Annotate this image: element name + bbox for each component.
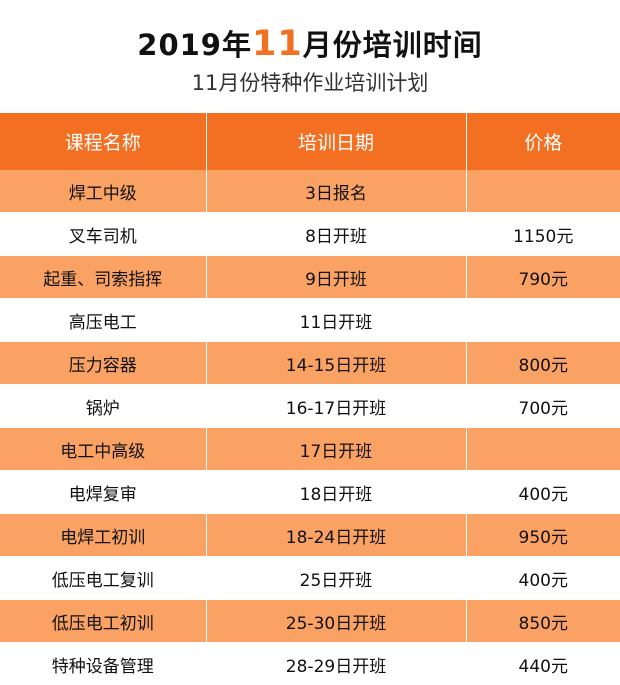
training-date-cell: 25日开班 <box>206 557 466 600</box>
table-row: 高压电工 11日开班 <box>0 299 620 342</box>
course-name-cell: 电焊复审 <box>0 471 206 514</box>
course-name-cell: 焊工中级 <box>0 170 206 213</box>
course-name-cell: 低压电工初训 <box>0 600 206 643</box>
course-name-cell: 特种设备管理 <box>0 643 206 685</box>
table-row: 特种设备管理 28-29日开班 440元 <box>0 643 620 685</box>
price-cell: 800元 <box>466 342 620 385</box>
price-cell: 850元 <box>466 600 620 643</box>
column-header-course: 课程名称 <box>0 113 206 170</box>
price-cell <box>466 299 620 342</box>
price-cell: 440元 <box>466 643 620 685</box>
course-name-cell: 压力容器 <box>0 342 206 385</box>
table-header-row: 课程名称 培训日期 价格 <box>0 113 620 170</box>
price-cell <box>466 170 620 213</box>
title-suffix: 月份培训时间 <box>303 28 483 62</box>
course-name-cell: 锅炉 <box>0 385 206 428</box>
course-name-cell: 电焊工初训 <box>0 514 206 557</box>
course-name-cell: 叉车司机 <box>0 213 206 256</box>
training-schedule-table: 课程名称 培训日期 价格 焊工中级 3日报名 叉车司机 8日开班 1150元 起… <box>0 113 620 685</box>
title-prefix: 2019年 <box>137 28 252 62</box>
training-date-cell: 8日开班 <box>206 213 466 256</box>
training-date-cell: 18日开班 <box>206 471 466 514</box>
price-cell <box>466 428 620 471</box>
column-header-price: 价格 <box>466 113 620 170</box>
training-date-cell: 17日开班 <box>206 428 466 471</box>
training-date-cell: 25-30日开班 <box>206 600 466 643</box>
table-row: 电焊工初训 18-24日开班 950元 <box>0 514 620 557</box>
training-date-cell: 28-29日开班 <box>206 643 466 685</box>
table-row: 电工中高级 17日开班 <box>0 428 620 471</box>
table-row: 焊工中级 3日报名 <box>0 170 620 213</box>
table-row: 低压电工复训 25日开班 400元 <box>0 557 620 600</box>
training-date-cell: 3日报名 <box>206 170 466 213</box>
training-date-cell: 11日开班 <box>206 299 466 342</box>
course-name-cell: 低压电工复训 <box>0 557 206 600</box>
course-name-cell: 起重、司索指挥 <box>0 256 206 299</box>
table-row: 电焊复审 18日开班 400元 <box>0 471 620 514</box>
table-row: 叉车司机 8日开班 1150元 <box>0 213 620 256</box>
training-date-cell: 16-17日开班 <box>206 385 466 428</box>
course-name-cell: 高压电工 <box>0 299 206 342</box>
table-row: 低压电工初训 25-30日开班 850元 <box>0 600 620 643</box>
table-row: 起重、司索指挥 9日开班 790元 <box>0 256 620 299</box>
page-subtitle: 11月份特种作业培训计划 <box>0 68 620 98</box>
title-highlight-month: 11 <box>252 24 303 64</box>
price-cell: 400元 <box>466 471 620 514</box>
price-cell: 950元 <box>466 514 620 557</box>
price-cell: 400元 <box>466 557 620 600</box>
page-header: 2019年11月份培训时间 11月份特种作业培训计划 <box>0 0 620 113</box>
price-cell: 700元 <box>466 385 620 428</box>
training-date-cell: 14-15日开班 <box>206 342 466 385</box>
column-header-date: 培训日期 <box>206 113 466 170</box>
table-row: 压力容器 14-15日开班 800元 <box>0 342 620 385</box>
price-cell: 790元 <box>466 256 620 299</box>
training-date-cell: 9日开班 <box>206 256 466 299</box>
table-row: 锅炉 16-17日开班 700元 <box>0 385 620 428</box>
training-date-cell: 18-24日开班 <box>206 514 466 557</box>
course-name-cell: 电工中高级 <box>0 428 206 471</box>
price-cell: 1150元 <box>466 213 620 256</box>
page-title: 2019年11月份培训时间 <box>0 24 620 65</box>
